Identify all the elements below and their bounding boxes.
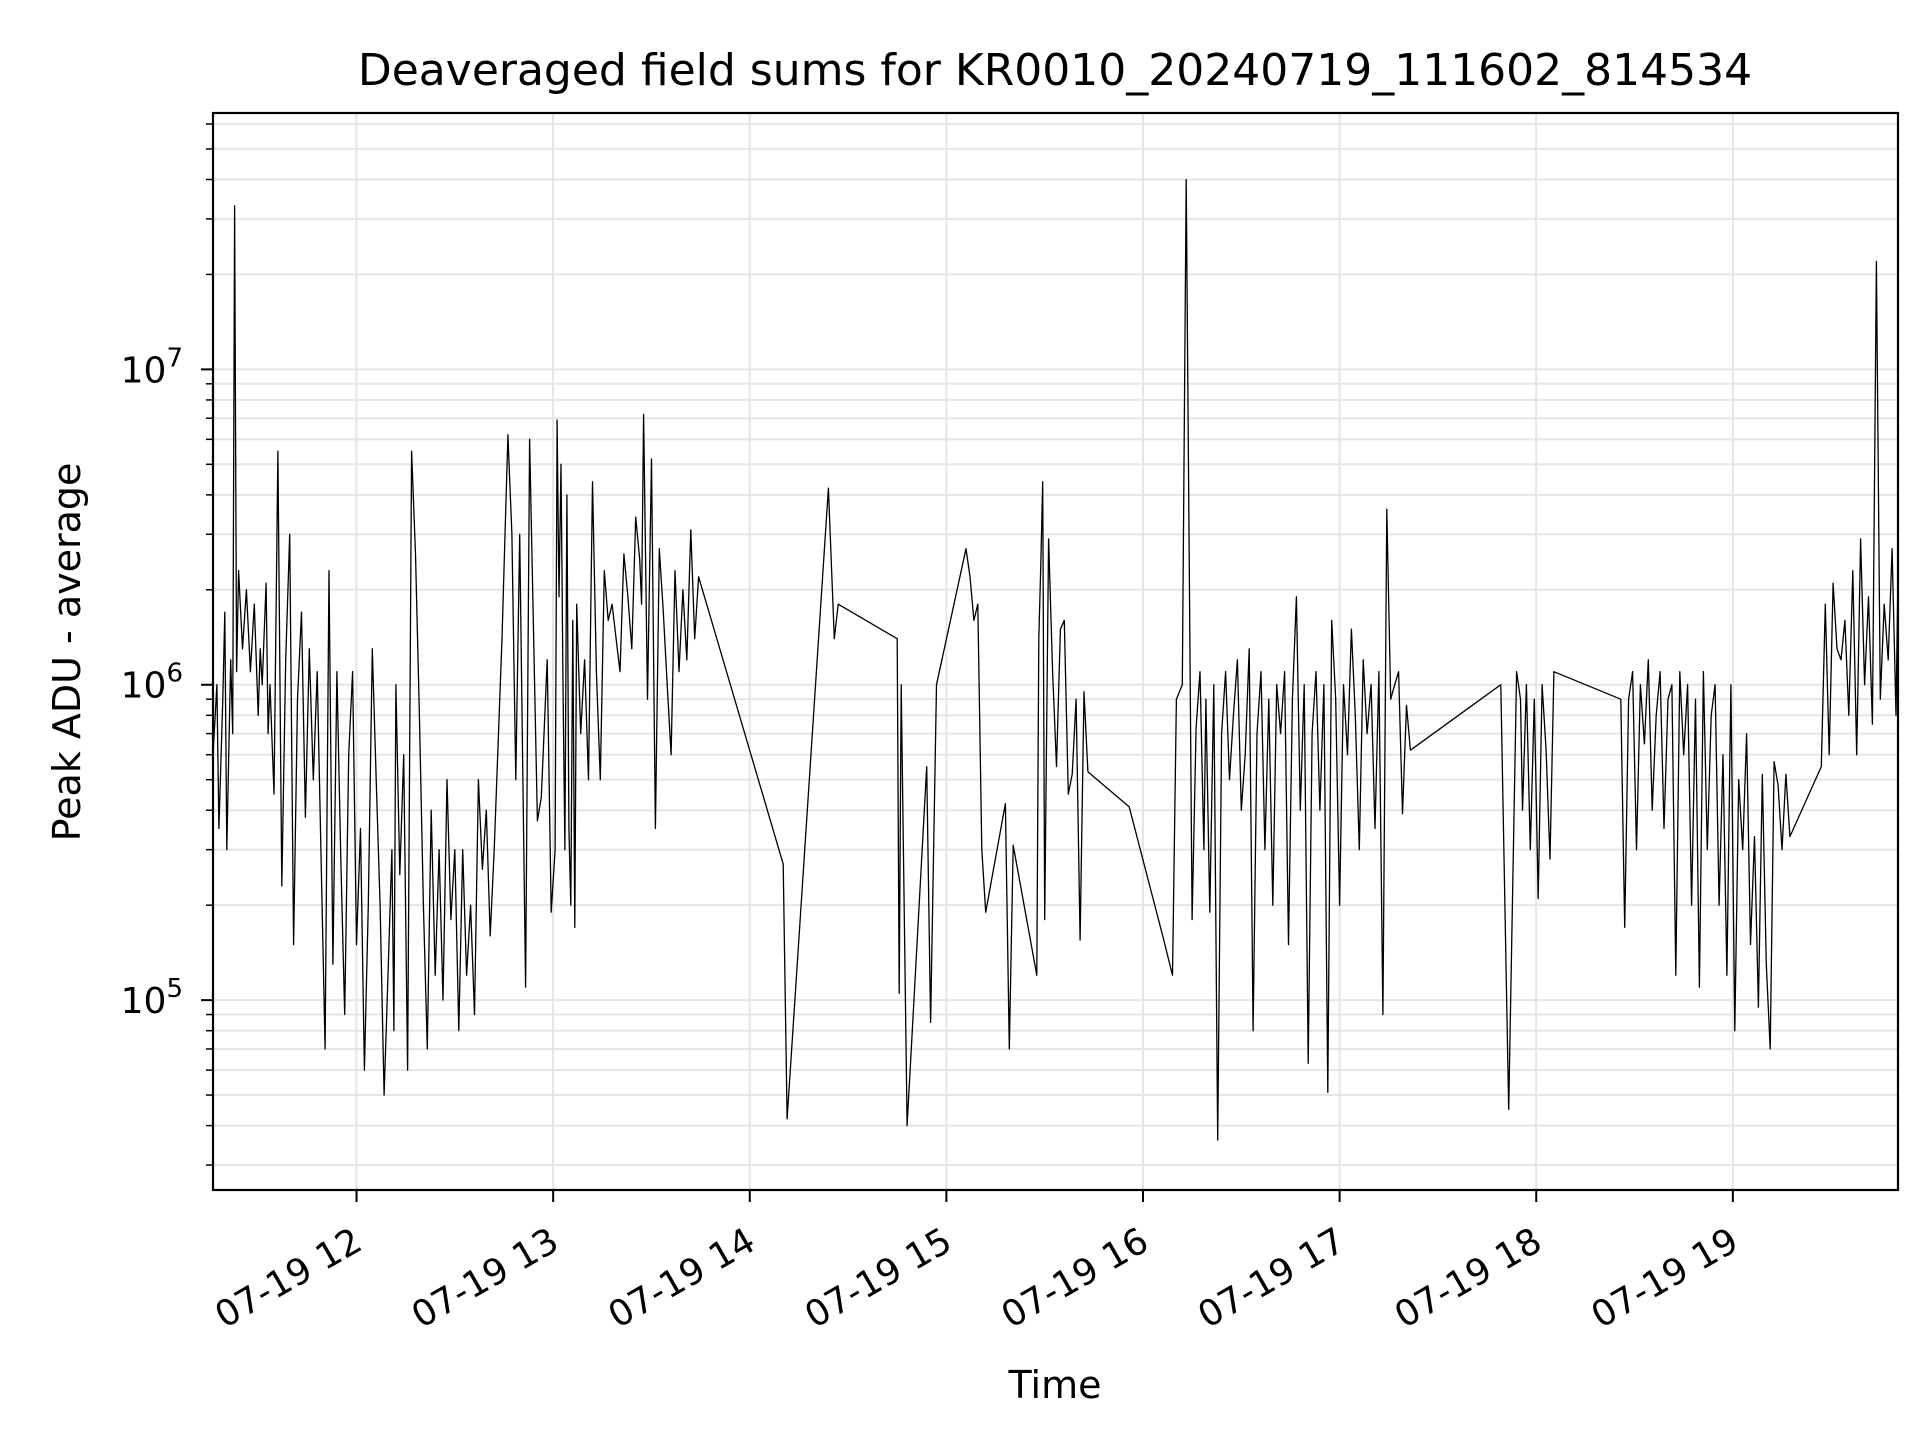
y-tick-label: 106 — [121, 659, 183, 707]
x-axis-label: Time — [1008, 1363, 1102, 1407]
data-line-layer — [212, 178, 1899, 1141]
plot-area-frame — [211, 111, 1900, 1192]
grid — [213, 113, 1898, 1190]
y-axis-label: Peak ADU - average — [45, 463, 89, 842]
chart-title: Deaveraged field sums for KR0010_2024071… — [358, 45, 1752, 96]
y-tick-label: 105 — [121, 974, 183, 1022]
series-line-0 — [212, 178, 1899, 1141]
y-tick-label: 107 — [121, 343, 183, 391]
